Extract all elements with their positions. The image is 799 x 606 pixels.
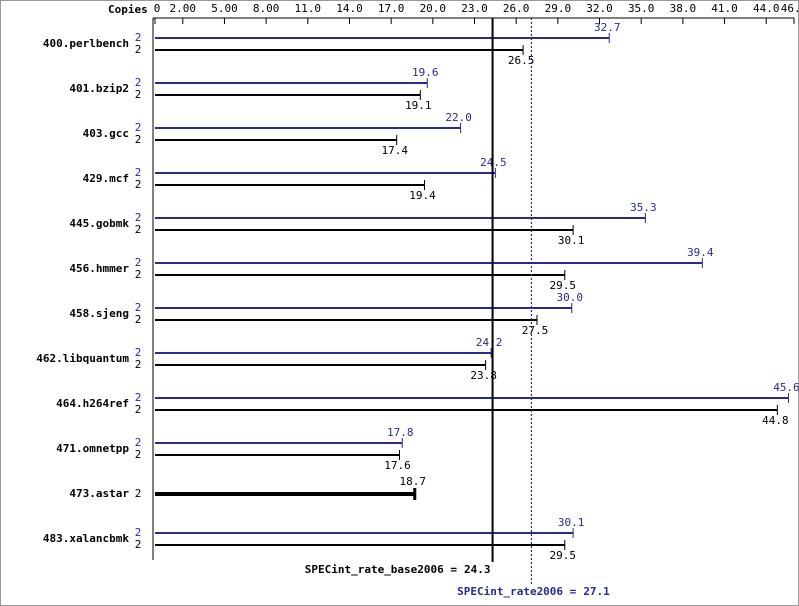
x-tick-label: 5.00: [211, 2, 238, 15]
value-label: 29.5: [550, 549, 577, 562]
reference-label: SPECint_rate2006 = 27.1: [457, 585, 610, 598]
value-label: 19.4: [409, 189, 436, 202]
copies: 2: [135, 436, 142, 449]
copies: 2: [135, 346, 142, 359]
copies: 2: [135, 487, 142, 500]
benchmark-label: 456.hmmer: [69, 262, 129, 275]
copies: 2: [135, 211, 142, 224]
benchmark-label: 458.sjeng: [69, 307, 129, 320]
x-tick-label: 20.0: [420, 2, 447, 15]
x-tick-label: 35.0: [628, 2, 655, 15]
x-tick-label: 14.0: [336, 2, 363, 15]
copies: 2: [135, 301, 142, 314]
benchmark-label: 401.bzip2: [69, 82, 129, 95]
x-tick-label: 38.0: [670, 2, 697, 15]
x-tick-label: 46.0: [781, 2, 799, 15]
value-label: 22.0: [445, 111, 472, 124]
value-label: 19.1: [405, 99, 432, 112]
x-tick-label: 0: [154, 2, 161, 15]
copies: 2: [135, 223, 142, 236]
copies: 2: [135, 166, 142, 179]
copies: 2: [135, 313, 142, 326]
copies: 2: [135, 31, 142, 44]
benchmark-label: 445.gobmk: [69, 217, 129, 230]
x-tick-label: 23.0: [461, 2, 488, 15]
value-label: 27.5: [522, 324, 549, 337]
benchmark-label: 464.h264ref: [56, 397, 129, 410]
copies: 2: [135, 403, 142, 416]
value-label: 29.5: [550, 279, 577, 292]
reference-name: SPECint_rate_base2006 =: [305, 563, 458, 576]
benchmark-label: 462.libquantum: [36, 352, 129, 365]
value-label: 18.7: [400, 475, 427, 488]
copies: 2: [135, 88, 142, 101]
value-label: 32.7: [594, 21, 621, 34]
x-tick-label: 41.0: [711, 2, 738, 15]
copies: 2: [135, 43, 142, 56]
x-tick-label: 44.0: [753, 2, 780, 15]
x-tick-label: 29.0: [545, 2, 572, 15]
value-label: 30.1: [558, 516, 585, 529]
benchmark-label: 483.xalancbmk: [43, 532, 129, 545]
copies: 2: [135, 121, 142, 134]
value-label: 39.4: [687, 246, 714, 259]
x-tick-label: 17.0: [378, 2, 405, 15]
copies: 2: [135, 178, 142, 191]
copies: 2: [135, 358, 142, 371]
copies: 2: [135, 391, 142, 404]
value-label: 35.3: [630, 201, 657, 214]
value-label: 23.8: [470, 369, 497, 382]
value-label: 17.4: [381, 144, 408, 157]
benchmark-label: 400.perlbench: [43, 37, 129, 50]
x-tick-label: 26.0: [503, 2, 530, 15]
reference-name: SPECint_rate2006 =: [457, 585, 577, 598]
x-tick-label: 8.00: [253, 2, 280, 15]
benchmark-label: 403.gcc: [83, 127, 129, 140]
benchmark-label: 471.omnetpp: [56, 442, 129, 455]
benchmark-label: 429.mcf: [83, 172, 129, 185]
value-label: 30.1: [558, 234, 585, 247]
copies: 2: [135, 268, 142, 281]
value-label: 19.6: [412, 66, 439, 79]
reference-value: 27.1: [583, 585, 610, 598]
value-label: 24.2: [476, 336, 503, 349]
copies: 2: [135, 448, 142, 461]
copies: 2: [135, 133, 142, 146]
x-tick-label: 11.0: [295, 2, 322, 15]
copies: 2: [135, 76, 142, 89]
copies: 2: [135, 538, 142, 551]
value-label: 30.0: [556, 291, 583, 304]
reference-label: SPECint_rate_base2006 = 24.3: [305, 563, 491, 576]
copies: 2: [135, 256, 142, 269]
value-label: 17.8: [387, 426, 414, 439]
value-label: 45.6: [773, 381, 799, 394]
reference-value: 24.3: [464, 563, 491, 576]
copies: 2: [135, 526, 142, 539]
x-tick-label: 2.00: [170, 2, 197, 15]
benchmark-label: 473.astar: [69, 487, 129, 500]
value-label: 44.8: [762, 414, 789, 427]
value-label: 17.6: [384, 459, 411, 472]
copies-header: Copies: [108, 3, 148, 16]
x-tick-label: 32.0: [586, 2, 613, 15]
value-label: 26.5: [508, 54, 535, 67]
